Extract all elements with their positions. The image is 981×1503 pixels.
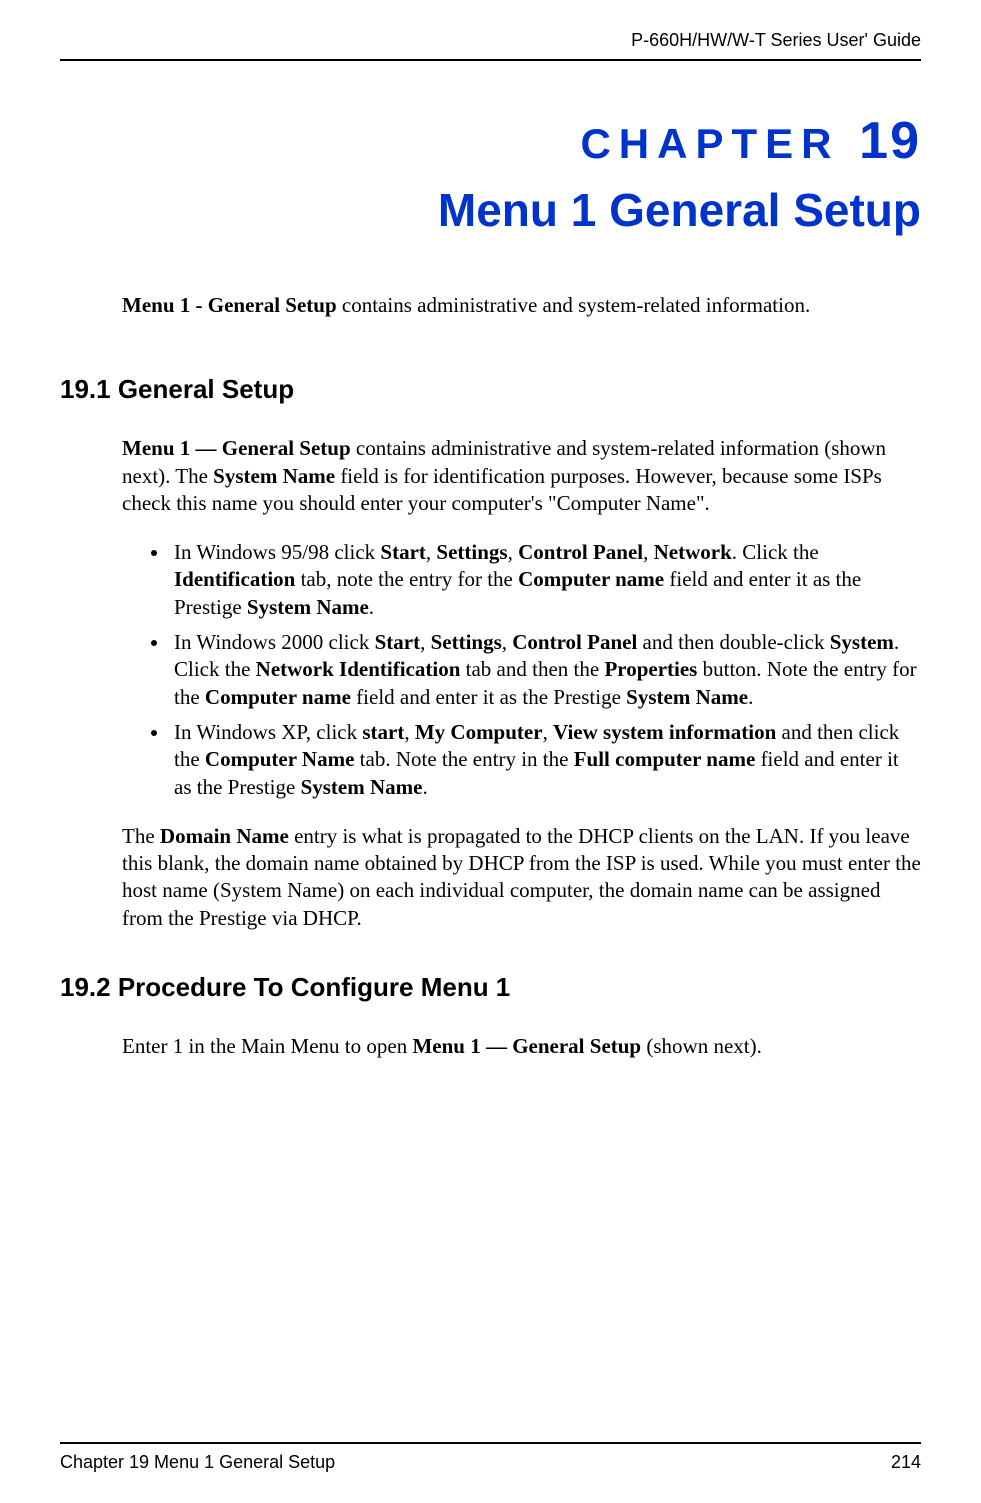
- intro-paragraph: Menu 1 - General Setup contains administ…: [122, 292, 921, 319]
- li-bold: My Computer: [415, 720, 543, 744]
- footer-row: Chapter 19 Menu 1 General Setup 214: [60, 1452, 921, 1473]
- para1-bold-a: Menu 1 — General Setup: [122, 436, 351, 460]
- li-bold: System Name: [301, 775, 423, 799]
- li-text: field and enter it as the Prestige: [351, 685, 626, 709]
- chapter-label: CHAPTER 19: [60, 111, 921, 171]
- para1-bold-b: System Name: [213, 464, 335, 488]
- li-text: ,: [426, 540, 437, 564]
- chapter-label-word: CHAPTER: [580, 120, 839, 167]
- footer-rule: [60, 1442, 921, 1444]
- chapter-title: Menu 1 General Setup: [60, 183, 921, 237]
- li-bold: start: [362, 720, 404, 744]
- li-text: .: [369, 595, 374, 619]
- section-19-2-para: Enter 1 in the Main Menu to open Menu 1 …: [122, 1033, 921, 1060]
- li-bold: Start: [380, 540, 426, 564]
- para-post: (shown next).: [641, 1034, 762, 1058]
- li-bold: System Name: [247, 595, 369, 619]
- para2-bold: Domain Name: [160, 824, 289, 848]
- li-text: tab, note the entry for the: [295, 567, 518, 591]
- li-text: .: [748, 685, 753, 709]
- li-bold: Control Panel: [518, 540, 643, 564]
- li-bold: System Name: [626, 685, 748, 709]
- li-text: .: [422, 775, 427, 799]
- li-bold: Computer Name: [205, 747, 355, 771]
- li-bold: Identification: [174, 567, 295, 591]
- li-bold: View system information: [553, 720, 776, 744]
- list-item: In Windows XP, click start, My Computer,…: [170, 719, 921, 801]
- para-pre: Enter 1 in the Main Menu to open: [122, 1034, 412, 1058]
- intro-lead-rest: contains administrative and system-relat…: [337, 293, 811, 317]
- list-item: In Windows 95/98 click Start, Settings, …: [170, 539, 921, 621]
- section-19-1-para-2: The Domain Name entry is what is propaga…: [122, 823, 921, 932]
- header-guide-title: P-660H/HW/W-T Series User' Guide: [60, 30, 921, 59]
- li-text: and then double-click: [637, 630, 829, 654]
- li-text: tab and then the: [460, 657, 604, 681]
- list-item: In Windows 2000 click Start, Settings, C…: [170, 629, 921, 711]
- li-bold: Full computer name: [574, 747, 756, 771]
- para2-pre: The: [122, 824, 160, 848]
- section-19-1-para-1: Menu 1 — General Setup contains administ…: [122, 435, 921, 517]
- page-footer: Chapter 19 Menu 1 General Setup 214: [60, 1442, 921, 1473]
- li-bold: Control Panel: [512, 630, 637, 654]
- li-text: ,: [508, 540, 519, 564]
- intro-lead-bold: Menu 1 - General Setup: [122, 293, 337, 317]
- li-text: In Windows XP, click: [174, 720, 362, 744]
- para-bold: Menu 1 — General Setup: [412, 1034, 641, 1058]
- section-19-1-heading: 19.1 General Setup: [60, 374, 921, 405]
- li-text: ,: [543, 720, 554, 744]
- li-bold: Network Identification: [256, 657, 461, 681]
- li-text: tab. Note the entry in the: [354, 747, 573, 771]
- chapter-number: 19: [859, 112, 921, 170]
- header-rule: [60, 59, 921, 61]
- li-text: . Click the: [732, 540, 819, 564]
- li-bold: Network: [654, 540, 732, 564]
- li-text: In Windows 95/98 click: [174, 540, 380, 564]
- li-text: ,: [420, 630, 431, 654]
- li-bold: Properties: [604, 657, 697, 681]
- section-19-2-heading: 19.2 Procedure To Configure Menu 1: [60, 972, 921, 1003]
- li-bold: Computer name: [205, 685, 351, 709]
- li-bold: Settings: [436, 540, 507, 564]
- li-text: In Windows 2000 click: [174, 630, 375, 654]
- os-instructions-list: In Windows 95/98 click Start, Settings, …: [170, 539, 921, 801]
- footer-page-number: 214: [891, 1452, 921, 1473]
- li-text: ,: [404, 720, 415, 744]
- li-bold: System: [830, 630, 894, 654]
- footer-chapter-label: Chapter 19 Menu 1 General Setup: [60, 1452, 335, 1473]
- li-bold: Start: [375, 630, 421, 654]
- li-text: ,: [502, 630, 513, 654]
- li-bold: Computer name: [518, 567, 664, 591]
- li-text: ,: [643, 540, 654, 564]
- li-bold: Settings: [431, 630, 502, 654]
